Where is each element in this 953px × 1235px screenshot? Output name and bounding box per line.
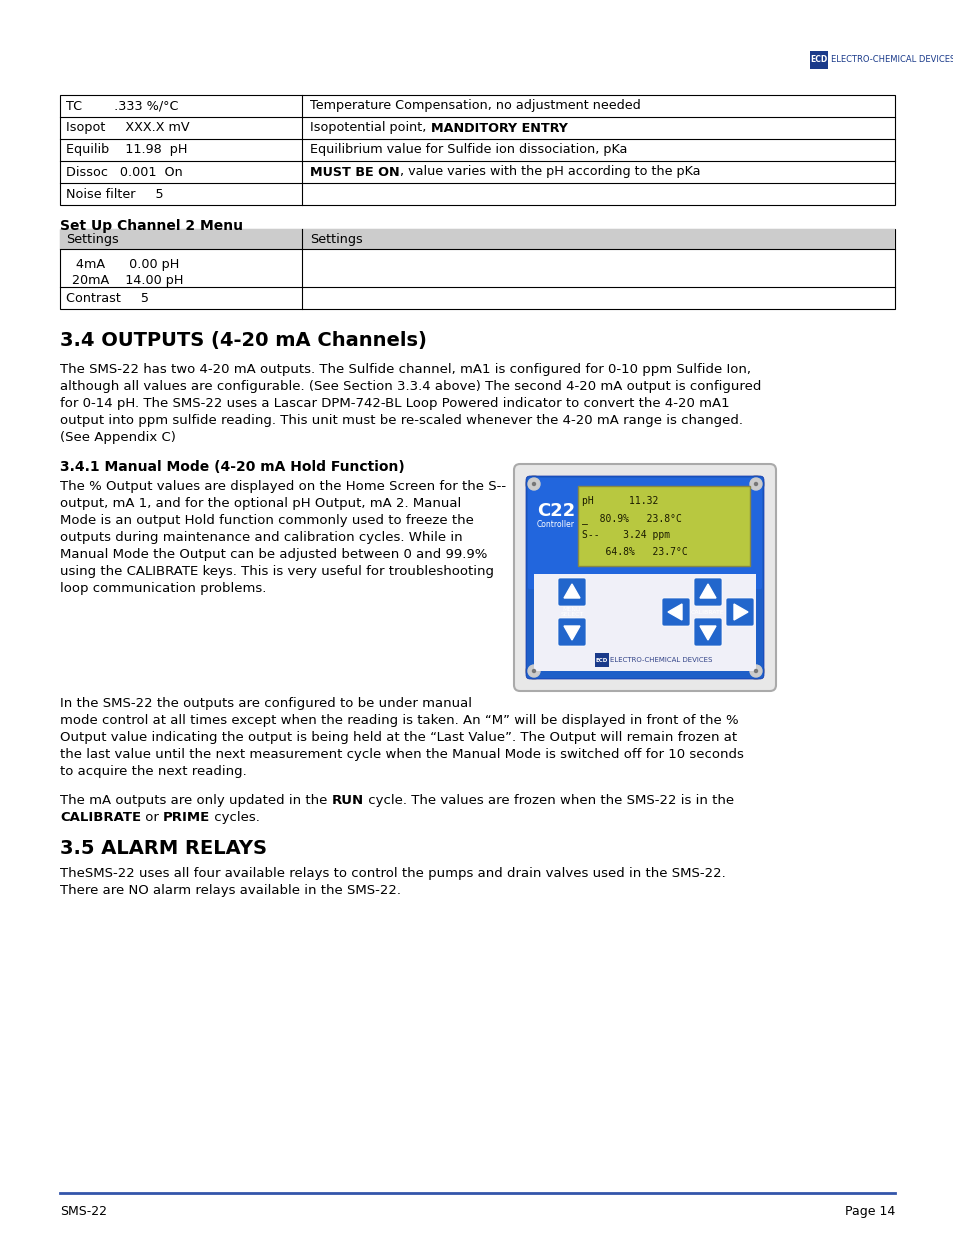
Text: MANDITORY ENTRY: MANDITORY ENTRY: [430, 121, 567, 135]
Text: Output value indicating the output is being held at the “Last Value”. The Output: Output value indicating the output is be…: [60, 731, 737, 743]
Text: C22: C22: [537, 501, 575, 520]
Text: Isopot     XXX.X mV: Isopot XXX.X mV: [66, 121, 190, 135]
Circle shape: [525, 475, 541, 492]
Text: TC        .333 %/°C: TC .333 %/°C: [66, 100, 178, 112]
Text: CALIBRATE: CALIBRATE: [60, 811, 141, 824]
Bar: [809, 51, 827, 69]
Text: output, mA 1, and for the optional pH Output, mA 2. Manual: output, mA 1, and for the optional pH Ou…: [60, 496, 460, 510]
Text: 3.5 ALARM RELAYS: 3.5 ALARM RELAYS: [60, 839, 267, 858]
Text: RUN: RUN: [332, 794, 363, 806]
Text: ECD: ECD: [809, 56, 827, 64]
Bar: [60, 228, 894, 309]
Text: although all values are configurable. (See Section 3.3.4 above) The second 4-20 : although all values are configurable. (S…: [60, 380, 760, 393]
Text: The mA outputs are only updated in the: The mA outputs are only updated in the: [60, 794, 332, 806]
FancyBboxPatch shape: [661, 598, 689, 626]
Bar: [60, 228, 894, 249]
Text: Contrast     5: Contrast 5: [66, 291, 149, 305]
Text: 4mA      0.00 pH: 4mA 0.00 pH: [71, 258, 179, 270]
FancyBboxPatch shape: [527, 478, 761, 589]
Text: SMS-22: SMS-22: [60, 1205, 107, 1218]
Text: (See Appendix C): (See Appendix C): [60, 431, 175, 445]
Bar: [60, 95, 894, 205]
Text: MENU
SELECT: MENU SELECT: [559, 606, 583, 618]
Text: loop communication problems.: loop communication problems.: [60, 582, 266, 595]
Text: Isopotential point,: Isopotential point,: [310, 121, 430, 135]
FancyBboxPatch shape: [525, 475, 763, 679]
Polygon shape: [700, 626, 716, 640]
Text: output into ppm sulfide reading. This unit must be re-scaled whenever the 4-20 m: output into ppm sulfide reading. This un…: [60, 414, 742, 427]
Circle shape: [747, 663, 763, 679]
Text: Equilibrium value for Sulfide ion dissociation, pKa: Equilibrium value for Sulfide ion dissoc…: [310, 143, 627, 157]
Text: pH      11.32: pH 11.32: [581, 496, 658, 506]
Circle shape: [532, 483, 535, 485]
Text: Mode is an output Hold function commonly used to freeze the: Mode is an output Hold function commonly…: [60, 514, 474, 527]
Text: Equilib    11.98  pH: Equilib 11.98 pH: [66, 143, 188, 157]
Text: Manual Mode the Output can be adjusted between 0 and 99.9%: Manual Mode the Output can be adjusted b…: [60, 548, 487, 561]
Text: 20mA    14.00 pH: 20mA 14.00 pH: [71, 274, 183, 287]
Text: 64.8%   23.7°C: 64.8% 23.7°C: [581, 547, 687, 557]
Text: PRIME: PRIME: [163, 811, 211, 824]
Polygon shape: [563, 626, 579, 640]
Text: The SMS-22 has two 4-20 mA outputs. The Sulfide channel, mA1 is configured for 0: The SMS-22 has two 4-20 mA outputs. The …: [60, 363, 750, 375]
Text: ELECTRO-CHEMICAL DEVICES: ELECTRO-CHEMICAL DEVICES: [609, 657, 712, 663]
FancyBboxPatch shape: [693, 578, 721, 606]
Text: CALIBRATE: CALIBRATE: [690, 610, 724, 615]
Text: , value varies with the pH according to the pKa: , value varies with the pH according to …: [399, 165, 700, 179]
Circle shape: [754, 669, 757, 673]
FancyBboxPatch shape: [558, 578, 585, 606]
Bar: [595, 653, 608, 667]
Text: Controller: Controller: [537, 520, 575, 529]
Text: Settings: Settings: [66, 232, 118, 246]
Text: Dissoc   0.001  On: Dissoc 0.001 On: [66, 165, 183, 179]
Text: The % Output values are displayed on the Home Screen for the S--: The % Output values are displayed on the…: [60, 480, 506, 493]
Polygon shape: [667, 604, 681, 620]
Polygon shape: [563, 584, 579, 598]
Text: ELECTRO-CHEMICAL DEVICES: ELECTRO-CHEMICAL DEVICES: [830, 56, 953, 64]
Circle shape: [527, 664, 539, 677]
Text: Noise filter     5: Noise filter 5: [66, 188, 164, 200]
Bar: [578, 487, 749, 566]
Text: cycles.: cycles.: [211, 811, 260, 824]
Circle shape: [527, 478, 539, 490]
Circle shape: [749, 664, 761, 677]
Bar: [534, 574, 755, 671]
Text: MUST BE ON: MUST BE ON: [310, 165, 399, 179]
Circle shape: [754, 483, 757, 485]
Text: Settings: Settings: [310, 232, 362, 246]
FancyBboxPatch shape: [514, 464, 775, 692]
Text: for 0-14 pH. The SMS-22 uses a Lascar DPM-742-BL Loop Powered indicator to conve: for 0-14 pH. The SMS-22 uses a Lascar DP…: [60, 396, 729, 410]
Text: _  80.9%   23.8°C: _ 80.9% 23.8°C: [581, 513, 681, 524]
Circle shape: [749, 478, 761, 490]
Text: S--    3.24 ppm: S-- 3.24 ppm: [581, 530, 669, 540]
FancyBboxPatch shape: [693, 618, 721, 646]
Text: 3.4 OUTPUTS (4-20 mA Channels): 3.4 OUTPUTS (4-20 mA Channels): [60, 331, 426, 350]
Polygon shape: [733, 604, 747, 620]
Text: TheSMS-22 uses all four available relays to control the pumps and drain valves u: TheSMS-22 uses all four available relays…: [60, 867, 725, 881]
Text: mode control at all times except when the reading is taken. An “M” will be displ: mode control at all times except when th…: [60, 714, 738, 727]
Circle shape: [525, 663, 541, 679]
Text: Set Up Channel 2 Menu: Set Up Channel 2 Menu: [60, 219, 243, 233]
Text: cycle. The values are frozen when the SMS-22 is in the: cycle. The values are frozen when the SM…: [363, 794, 733, 806]
Text: In the SMS-22 the outputs are configured to be under manual: In the SMS-22 the outputs are configured…: [60, 697, 472, 710]
Text: ECD: ECD: [596, 657, 607, 662]
Text: There are NO alarm relays available in the SMS-22.: There are NO alarm relays available in t…: [60, 884, 400, 897]
Text: to acquire the next reading.: to acquire the next reading.: [60, 764, 247, 778]
Circle shape: [747, 475, 763, 492]
FancyBboxPatch shape: [725, 598, 753, 626]
Text: Page 14: Page 14: [843, 1205, 894, 1218]
FancyBboxPatch shape: [558, 618, 585, 646]
Text: outputs during maintenance and calibration cycles. While in: outputs during maintenance and calibrati…: [60, 531, 462, 543]
Text: or: or: [141, 811, 163, 824]
Text: using the CALIBRATE keys. This is very useful for troubleshooting: using the CALIBRATE keys. This is very u…: [60, 564, 494, 578]
Text: 3.4.1 Manual Mode (4-20 mA Hold Function): 3.4.1 Manual Mode (4-20 mA Hold Function…: [60, 459, 404, 474]
Polygon shape: [700, 584, 716, 598]
Circle shape: [532, 669, 535, 673]
Text: Temperature Compensation, no adjustment needed: Temperature Compensation, no adjustment …: [310, 100, 640, 112]
Text: the last value until the next measurement cycle when the Manual Mode is switched: the last value until the next measuremen…: [60, 748, 743, 761]
